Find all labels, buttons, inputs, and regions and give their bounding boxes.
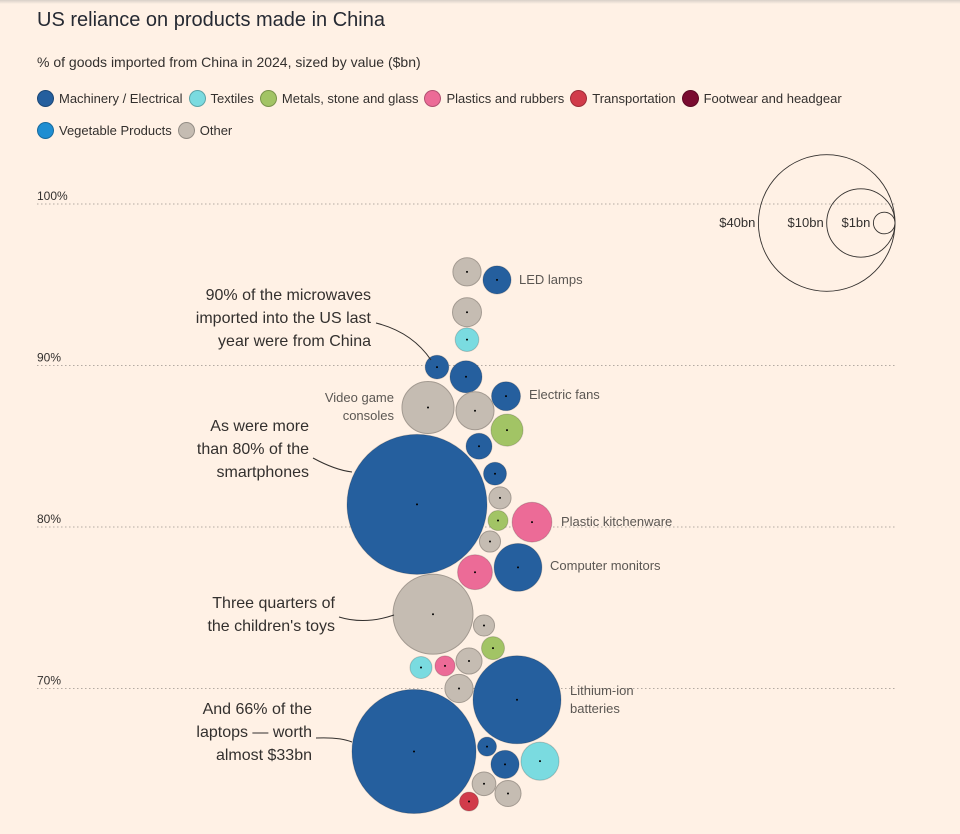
legend-item-machinery: Machinery / Electrical — [37, 88, 183, 108]
annotation-text: almost $33bn — [216, 747, 312, 764]
bubble-label: consoles — [343, 408, 395, 423]
bubble-center-dot — [432, 613, 434, 616]
bubble-label: Lithium-ion — [570, 683, 634, 698]
bubble-center-dot — [416, 503, 418, 506]
bubble-center-dot — [489, 540, 491, 543]
bubble-label: LED lamps — [519, 272, 583, 287]
annotation-text: Three quarters of — [212, 595, 335, 612]
legend-item-other: Other — [177, 120, 233, 140]
size-key-label: $40bn — [719, 215, 755, 230]
bubble-label: batteries — [570, 701, 620, 716]
bubble-center-dot — [492, 647, 494, 650]
legend-label: Vegetable Products — [59, 122, 172, 138]
bubble-center-dot — [483, 782, 485, 785]
annotation-text: As were more — [210, 418, 309, 435]
bubble-center-dot — [494, 472, 496, 475]
bubble-center-dot — [478, 445, 480, 448]
legend-swatch — [37, 89, 54, 107]
bubble-center-dot — [516, 698, 518, 701]
y-tick-label: 70% — [37, 674, 61, 688]
legend-label: Metals, stone and glass — [281, 90, 419, 106]
legend-swatch — [188, 89, 206, 107]
bubble-label: Computer monitors — [550, 558, 661, 573]
legend-item-metals: Metals, stone and glass — [259, 88, 419, 108]
legend-label: Plastics and rubbers — [446, 90, 565, 106]
bubble-center-dot — [507, 792, 509, 795]
bubble-center-dot — [466, 338, 468, 341]
bubble-center-dot — [474, 571, 476, 574]
size-key-label: $10bn — [788, 215, 824, 230]
bubble-center-dot — [496, 278, 498, 281]
size-key-circle — [872, 211, 896, 235]
legend: Machinery / Electrical Textiles Metals, st… — [37, 88, 917, 140]
legend-label: Textiles — [210, 90, 254, 106]
annotation-text: smartphones — [217, 464, 310, 481]
annotation-text: And 66% of the — [203, 701, 313, 718]
bubble-center-dot — [539, 760, 541, 763]
legend-label: Other — [199, 122, 233, 138]
annotation-text: imported into the US last — [196, 310, 372, 327]
bubble-center-dot — [427, 406, 429, 409]
bubble-center-dot — [466, 311, 468, 314]
y-tick-label: 90% — [37, 351, 61, 365]
bubble-label: Plastic kitchenware — [561, 514, 672, 529]
bubble-center-dot — [420, 666, 422, 669]
bubble-center-dot — [468, 800, 470, 803]
annotation-text: 90% of the microwaves — [206, 287, 371, 304]
bubble-center-dot — [506, 429, 508, 432]
bubble-center-dot — [505, 395, 507, 398]
legend-swatch — [570, 89, 588, 107]
annotation-leader-line — [315, 737, 353, 743]
bubble-center-dot — [483, 624, 485, 627]
bubble-center-dot — [474, 409, 476, 412]
legend-item-textiles: Textiles — [188, 88, 254, 108]
chart-title: US reliance on products made in China — [37, 9, 385, 31]
legend-swatch — [37, 121, 54, 139]
annotation-leader-line — [312, 457, 353, 473]
legend-label: Machinery / Electrical — [59, 90, 183, 106]
annotation-text: than 80% of the — [197, 441, 309, 458]
legend-item-transport: Transportation — [570, 88, 676, 108]
bubble-center-dot — [497, 519, 499, 522]
top-shadow — [0, 0, 960, 4]
annotation-leader-line — [338, 614, 395, 621]
legend-item-plastics: Plastics and rubbers — [424, 88, 564, 108]
legend-swatch — [259, 89, 277, 107]
chart-subtitle: % of goods imported from China in 2024, … — [37, 54, 421, 70]
bubble-center-dot — [504, 763, 506, 766]
legend-swatch — [681, 89, 699, 107]
legend-item-footwear: Footwear and headgear — [681, 88, 842, 108]
bubble-label: Video game — [325, 390, 394, 405]
bubble-center-dot — [531, 521, 533, 524]
bubble-center-dot — [517, 566, 519, 569]
annotation-text: laptops — worth — [196, 724, 312, 741]
bubble-center-dot — [436, 366, 438, 369]
y-tick-label: 80% — [37, 512, 61, 526]
legend-label: Footwear and headgear — [703, 90, 842, 106]
annotation-text: year were from China — [218, 333, 371, 350]
legend-item-vegetable: Vegetable Products — [37, 120, 172, 140]
bubble-center-dot — [465, 375, 467, 378]
legend-swatch — [177, 121, 195, 139]
size-key-label: $1bn — [841, 215, 870, 230]
bubble-center-dot — [466, 270, 468, 273]
bubble-label: Electric fans — [529, 387, 600, 402]
legend-swatch — [424, 89, 442, 107]
annotation-leader-line — [375, 322, 432, 361]
bubble-center-dot — [486, 745, 488, 748]
legend-label: Transportation — [592, 90, 676, 106]
bubble-center-dot — [413, 750, 415, 753]
bubble-center-dot — [458, 687, 460, 690]
bubble-center-dot — [499, 496, 501, 499]
bubble-center-dot — [468, 660, 470, 663]
y-tick-label: 100% — [37, 189, 68, 203]
bubble-center-dot — [444, 664, 446, 667]
annotation-text: the children's toys — [207, 618, 335, 635]
